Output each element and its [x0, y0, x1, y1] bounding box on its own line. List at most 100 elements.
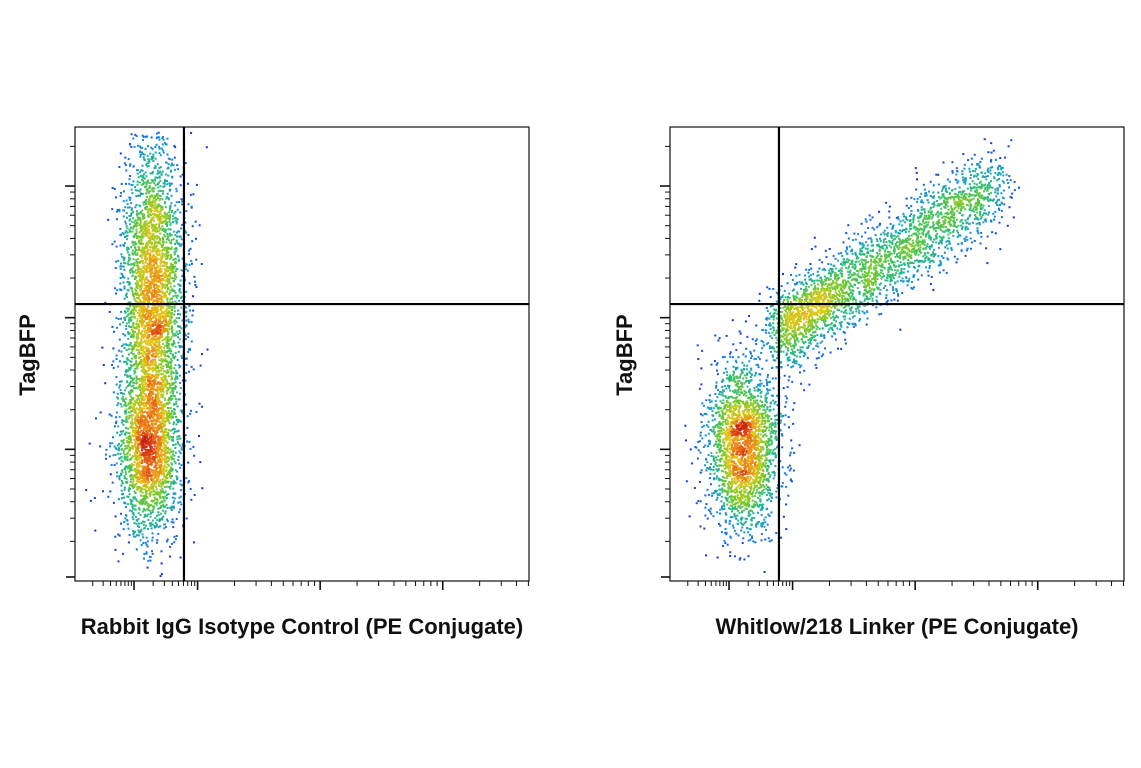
event-point — [135, 382, 138, 385]
event-point — [133, 522, 136, 525]
event-point — [145, 356, 148, 359]
event-point — [149, 221, 152, 224]
event-point — [132, 398, 135, 401]
event-point — [125, 473, 128, 476]
event-point — [179, 409, 182, 412]
event-point — [176, 359, 179, 361]
event-point — [156, 493, 159, 496]
event-point — [157, 288, 160, 291]
event-point — [136, 287, 139, 290]
event-point — [166, 298, 169, 301]
event-point — [141, 510, 144, 513]
event-point — [149, 329, 152, 332]
event-point — [156, 322, 159, 325]
event-point — [165, 263, 168, 266]
event-point — [188, 249, 191, 252]
event-point — [127, 248, 130, 250]
event-point — [129, 175, 132, 177]
event-point — [139, 219, 142, 222]
event-point — [137, 257, 140, 260]
event-point — [115, 196, 117, 199]
event-point — [161, 461, 164, 464]
event-point — [153, 499, 156, 502]
event-point — [158, 277, 161, 280]
event-point — [163, 474, 166, 476]
event-point — [160, 307, 163, 310]
event-point — [127, 337, 130, 340]
event-point — [126, 458, 129, 461]
event-point — [141, 381, 144, 384]
event-point — [160, 441, 163, 444]
event-point — [175, 190, 178, 193]
event-point — [164, 287, 166, 290]
event-point — [170, 417, 173, 420]
event-point — [138, 271, 141, 273]
event-point — [174, 270, 177, 273]
event-point — [126, 231, 129, 234]
event-point — [144, 220, 147, 223]
event-point — [147, 252, 150, 255]
event-point — [172, 371, 175, 374]
event-point — [152, 482, 155, 485]
event-point — [159, 227, 162, 230]
event-point — [160, 353, 163, 356]
event-point — [154, 262, 157, 265]
event-point — [145, 471, 148, 474]
event-point — [134, 247, 137, 250]
event-point — [157, 403, 160, 405]
event-point — [128, 215, 131, 217]
event-point — [150, 204, 153, 207]
event-point — [144, 460, 146, 463]
event-point — [131, 503, 134, 506]
event-point — [127, 496, 130, 498]
event-point — [172, 416, 175, 419]
event-point — [129, 402, 132, 405]
event-point — [154, 434, 157, 437]
event-point — [160, 278, 163, 281]
event-point — [137, 271, 139, 273]
event-point — [173, 408, 176, 411]
event-point — [176, 242, 179, 245]
event-point — [161, 278, 164, 281]
event-point — [149, 196, 152, 199]
event-point — [141, 454, 143, 457]
event-point — [162, 273, 165, 276]
event-point — [159, 204, 162, 207]
event-point — [120, 397, 123, 400]
event-point — [159, 430, 162, 433]
event-point — [132, 324, 135, 326]
event-point — [120, 310, 123, 313]
event-point — [174, 377, 177, 380]
event-point — [125, 322, 128, 325]
event-point — [120, 473, 123, 476]
event-point — [134, 484, 137, 487]
event-point — [104, 382, 107, 385]
event-point — [170, 242, 173, 245]
event-point — [128, 196, 131, 199]
event-point — [169, 170, 172, 173]
event-point — [159, 219, 162, 222]
event-point — [129, 480, 132, 483]
event-point — [160, 407, 163, 410]
event-point — [147, 379, 150, 382]
event-point — [129, 395, 132, 398]
event-point — [121, 430, 124, 433]
event-point — [122, 333, 125, 335]
event-point — [162, 424, 165, 427]
event-point — [173, 310, 176, 313]
event-point — [134, 432, 136, 435]
event-point — [142, 355, 145, 358]
event-point — [122, 265, 125, 268]
event-point — [140, 349, 143, 352]
event-point — [129, 421, 132, 424]
event-point — [155, 271, 158, 274]
event-point — [147, 508, 150, 511]
event-point — [146, 448, 149, 451]
event-point — [148, 505, 151, 507]
event-point — [151, 201, 153, 204]
event-point — [156, 472, 159, 475]
event-point — [162, 509, 164, 512]
event-point — [149, 269, 152, 272]
event-point — [134, 449, 137, 452]
event-point — [172, 521, 175, 524]
